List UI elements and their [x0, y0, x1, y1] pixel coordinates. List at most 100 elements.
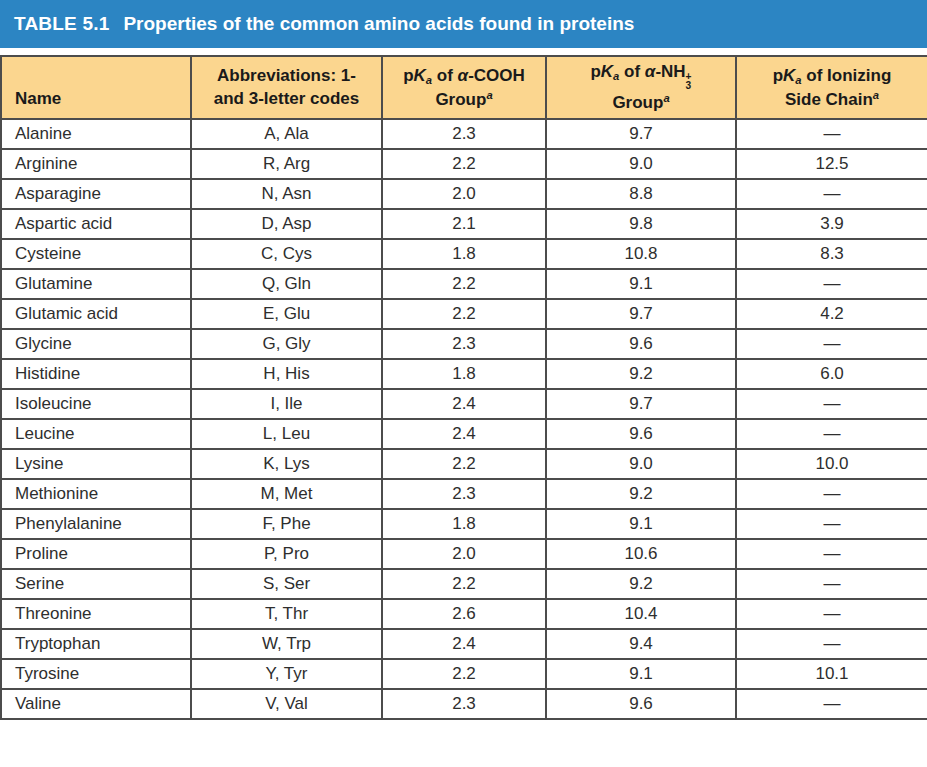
pka-nh3-header: pKa of α-NH+3Groupa: [546, 56, 736, 119]
pka-nh3-cell: 9.0: [546, 149, 736, 179]
abbreviations-cell: W, Trp: [191, 629, 382, 659]
pka-nh3-cell: 9.0: [546, 449, 736, 479]
pka-side-chain-cell: —: [736, 419, 927, 449]
pka-cooh-cell: 2.4: [382, 419, 546, 449]
table-row: SerineS, Ser2.29.2—: [1, 569, 927, 599]
abbreviations-cell: L, Leu: [191, 419, 382, 449]
pka-side-chain-cell: —: [736, 509, 927, 539]
table-row: PhenylalanineF, Phe1.89.1—: [1, 509, 927, 539]
name-cell: Tryptophan: [1, 629, 191, 659]
pka-nh3-cell: 10.4: [546, 599, 736, 629]
table-row: MethionineM, Met2.39.2—: [1, 479, 927, 509]
pka-cooh-cell: 2.3: [382, 119, 546, 149]
abbreviations-cell: T, Thr: [191, 599, 382, 629]
pka-side-chain-cell: —: [736, 119, 927, 149]
pka-nh3-cell: 10.8: [546, 239, 736, 269]
header-row: NameAbbreviations: 1-and 3-letter codesp…: [1, 56, 927, 119]
pka-side-chain-cell: —: [736, 689, 927, 719]
abbreviations-cell: M, Met: [191, 479, 382, 509]
table-title-bar: TABLE 5.1 Properties of the common amino…: [0, 0, 927, 48]
table-row: GlycineG, Gly2.39.6—: [1, 329, 927, 359]
pka-side-chain-cell: —: [736, 179, 927, 209]
pka-nh3-cell: 9.2: [546, 359, 736, 389]
name-cell: Tyrosine: [1, 659, 191, 689]
abbreviations-cell: R, Arg: [191, 149, 382, 179]
pka-side-chain-cell: 3.9: [736, 209, 927, 239]
pka-side-chain-cell: 8.3: [736, 239, 927, 269]
pka-nh3-cell: 9.7: [546, 299, 736, 329]
abbreviations-cell: F, Phe: [191, 509, 382, 539]
pka-side-chain-cell: —: [736, 569, 927, 599]
table-row: LeucineL, Leu2.49.6—: [1, 419, 927, 449]
table-row: GlutamineQ, Gln2.29.1—: [1, 269, 927, 299]
table-row: ArginineR, Arg2.29.012.5: [1, 149, 927, 179]
pka-cooh-cell: 2.2: [382, 569, 546, 599]
table-row: IsoleucineI, Ile2.49.7—: [1, 389, 927, 419]
pka-cooh-cell: 2.2: [382, 269, 546, 299]
abbreviations-cell: D, Asp: [191, 209, 382, 239]
table-row: Glutamic acidE, Glu2.29.74.2: [1, 299, 927, 329]
table-row: AsparagineN, Asn2.08.8—: [1, 179, 927, 209]
pka-nh3-cell: 9.6: [546, 329, 736, 359]
abbreviations-header: Abbreviations: 1-and 3-letter codes: [191, 56, 382, 119]
abbreviations-cell: S, Ser: [191, 569, 382, 599]
table-title: Properties of the common amino acids fou…: [123, 13, 634, 35]
pka-side-chain-cell: —: [736, 599, 927, 629]
name-cell: Histidine: [1, 359, 191, 389]
pka-nh3-cell: 9.7: [546, 119, 736, 149]
name-cell: Glutamine: [1, 269, 191, 299]
pka-nh3-cell: 9.1: [546, 509, 736, 539]
pka-nh3-cell: 9.2: [546, 569, 736, 599]
pka-nh3-cell: 9.7: [546, 389, 736, 419]
pka-side-chain-cell: 10.0: [736, 449, 927, 479]
abbreviations-cell: V, Val: [191, 689, 382, 719]
name-cell: Proline: [1, 539, 191, 569]
pka-cooh-cell: 2.0: [382, 539, 546, 569]
pka-cooh-cell: 2.2: [382, 299, 546, 329]
pka-cooh-cell: 1.8: [382, 509, 546, 539]
name-cell: Methionine: [1, 479, 191, 509]
pka-cooh-cell: 2.4: [382, 389, 546, 419]
name-cell: Phenylalanine: [1, 509, 191, 539]
pka-nh3-cell: 9.4: [546, 629, 736, 659]
pka-cooh-cell: 2.6: [382, 599, 546, 629]
table-row: ProlineP, Pro2.010.6—: [1, 539, 927, 569]
name-cell: Lysine: [1, 449, 191, 479]
pka-nh3-cell: 9.6: [546, 419, 736, 449]
name-cell: Arginine: [1, 149, 191, 179]
name-cell: Cysteine: [1, 239, 191, 269]
table-row: Aspartic acidD, Asp2.19.83.9: [1, 209, 927, 239]
name-cell: Alanine: [1, 119, 191, 149]
table-number: TABLE 5.1: [14, 13, 109, 35]
table-row: LysineK, Lys2.29.010.0: [1, 449, 927, 479]
pka-side-chain-header: pKa of IonizingSide Chaina: [736, 56, 927, 119]
pka-cooh-cell: 2.3: [382, 329, 546, 359]
name-cell: Aspartic acid: [1, 209, 191, 239]
pka-cooh-cell: 2.2: [382, 449, 546, 479]
pka-cooh-header: pKa of α-COOHGroupa: [382, 56, 546, 119]
pka-nh3-cell: 8.8: [546, 179, 736, 209]
pka-cooh-cell: 2.2: [382, 659, 546, 689]
pka-cooh-cell: 1.8: [382, 239, 546, 269]
abbreviations-cell: P, Pro: [191, 539, 382, 569]
pka-side-chain-cell: —: [736, 269, 927, 299]
pka-cooh-cell: 1.8: [382, 359, 546, 389]
table-body: AlanineA, Ala2.39.7—ArginineR, Arg2.29.0…: [1, 119, 927, 719]
abbreviations-cell: K, Lys: [191, 449, 382, 479]
name-cell: Glutamic acid: [1, 299, 191, 329]
pka-side-chain-cell: 4.2: [736, 299, 927, 329]
pka-side-chain-cell: 10.1: [736, 659, 927, 689]
abbreviations-cell: H, His: [191, 359, 382, 389]
pka-cooh-cell: 2.3: [382, 479, 546, 509]
table-row: CysteineC, Cys1.810.88.3: [1, 239, 927, 269]
pka-cooh-cell: 2.4: [382, 629, 546, 659]
pka-side-chain-cell: 6.0: [736, 359, 927, 389]
table-row: ValineV, Val2.39.6—: [1, 689, 927, 719]
table-header: NameAbbreviations: 1-and 3-letter codesp…: [1, 56, 927, 119]
abbreviations-cell: C, Cys: [191, 239, 382, 269]
table-row: AlanineA, Ala2.39.7—: [1, 119, 927, 149]
pka-side-chain-cell: —: [736, 539, 927, 569]
name-cell: Threonine: [1, 599, 191, 629]
pka-side-chain-cell: —: [736, 629, 927, 659]
abbreviations-cell: G, Gly: [191, 329, 382, 359]
